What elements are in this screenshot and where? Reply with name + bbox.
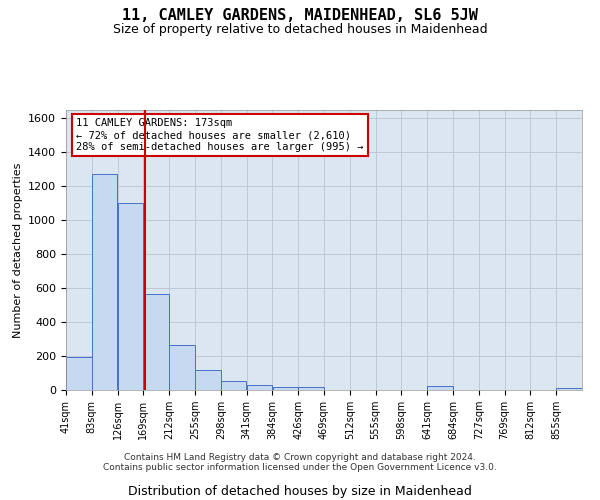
Y-axis label: Number of detached properties: Number of detached properties — [13, 162, 23, 338]
Bar — [118, 204, 143, 390]
Bar — [221, 380, 247, 390]
Bar — [556, 388, 582, 390]
Bar — [298, 388, 324, 390]
Bar — [169, 345, 195, 390]
Bar — [427, 386, 453, 390]
Text: Contains HM Land Registry data © Crown copyright and database right 2024.
Contai: Contains HM Land Registry data © Crown c… — [103, 453, 497, 472]
Bar — [143, 294, 169, 390]
Bar — [92, 174, 118, 390]
Bar — [247, 385, 272, 390]
Text: 11, CAMLEY GARDENS, MAIDENHEAD, SL6 5JW: 11, CAMLEY GARDENS, MAIDENHEAD, SL6 5JW — [122, 8, 478, 22]
Text: Distribution of detached houses by size in Maidenhead: Distribution of detached houses by size … — [128, 484, 472, 498]
Text: Size of property relative to detached houses in Maidenhead: Size of property relative to detached ho… — [113, 22, 487, 36]
Bar — [66, 357, 92, 390]
Text: 11 CAMLEY GARDENS: 173sqm
← 72% of detached houses are smaller (2,610)
28% of se: 11 CAMLEY GARDENS: 173sqm ← 72% of detac… — [76, 118, 364, 152]
Bar — [272, 386, 298, 390]
Bar — [195, 370, 221, 390]
